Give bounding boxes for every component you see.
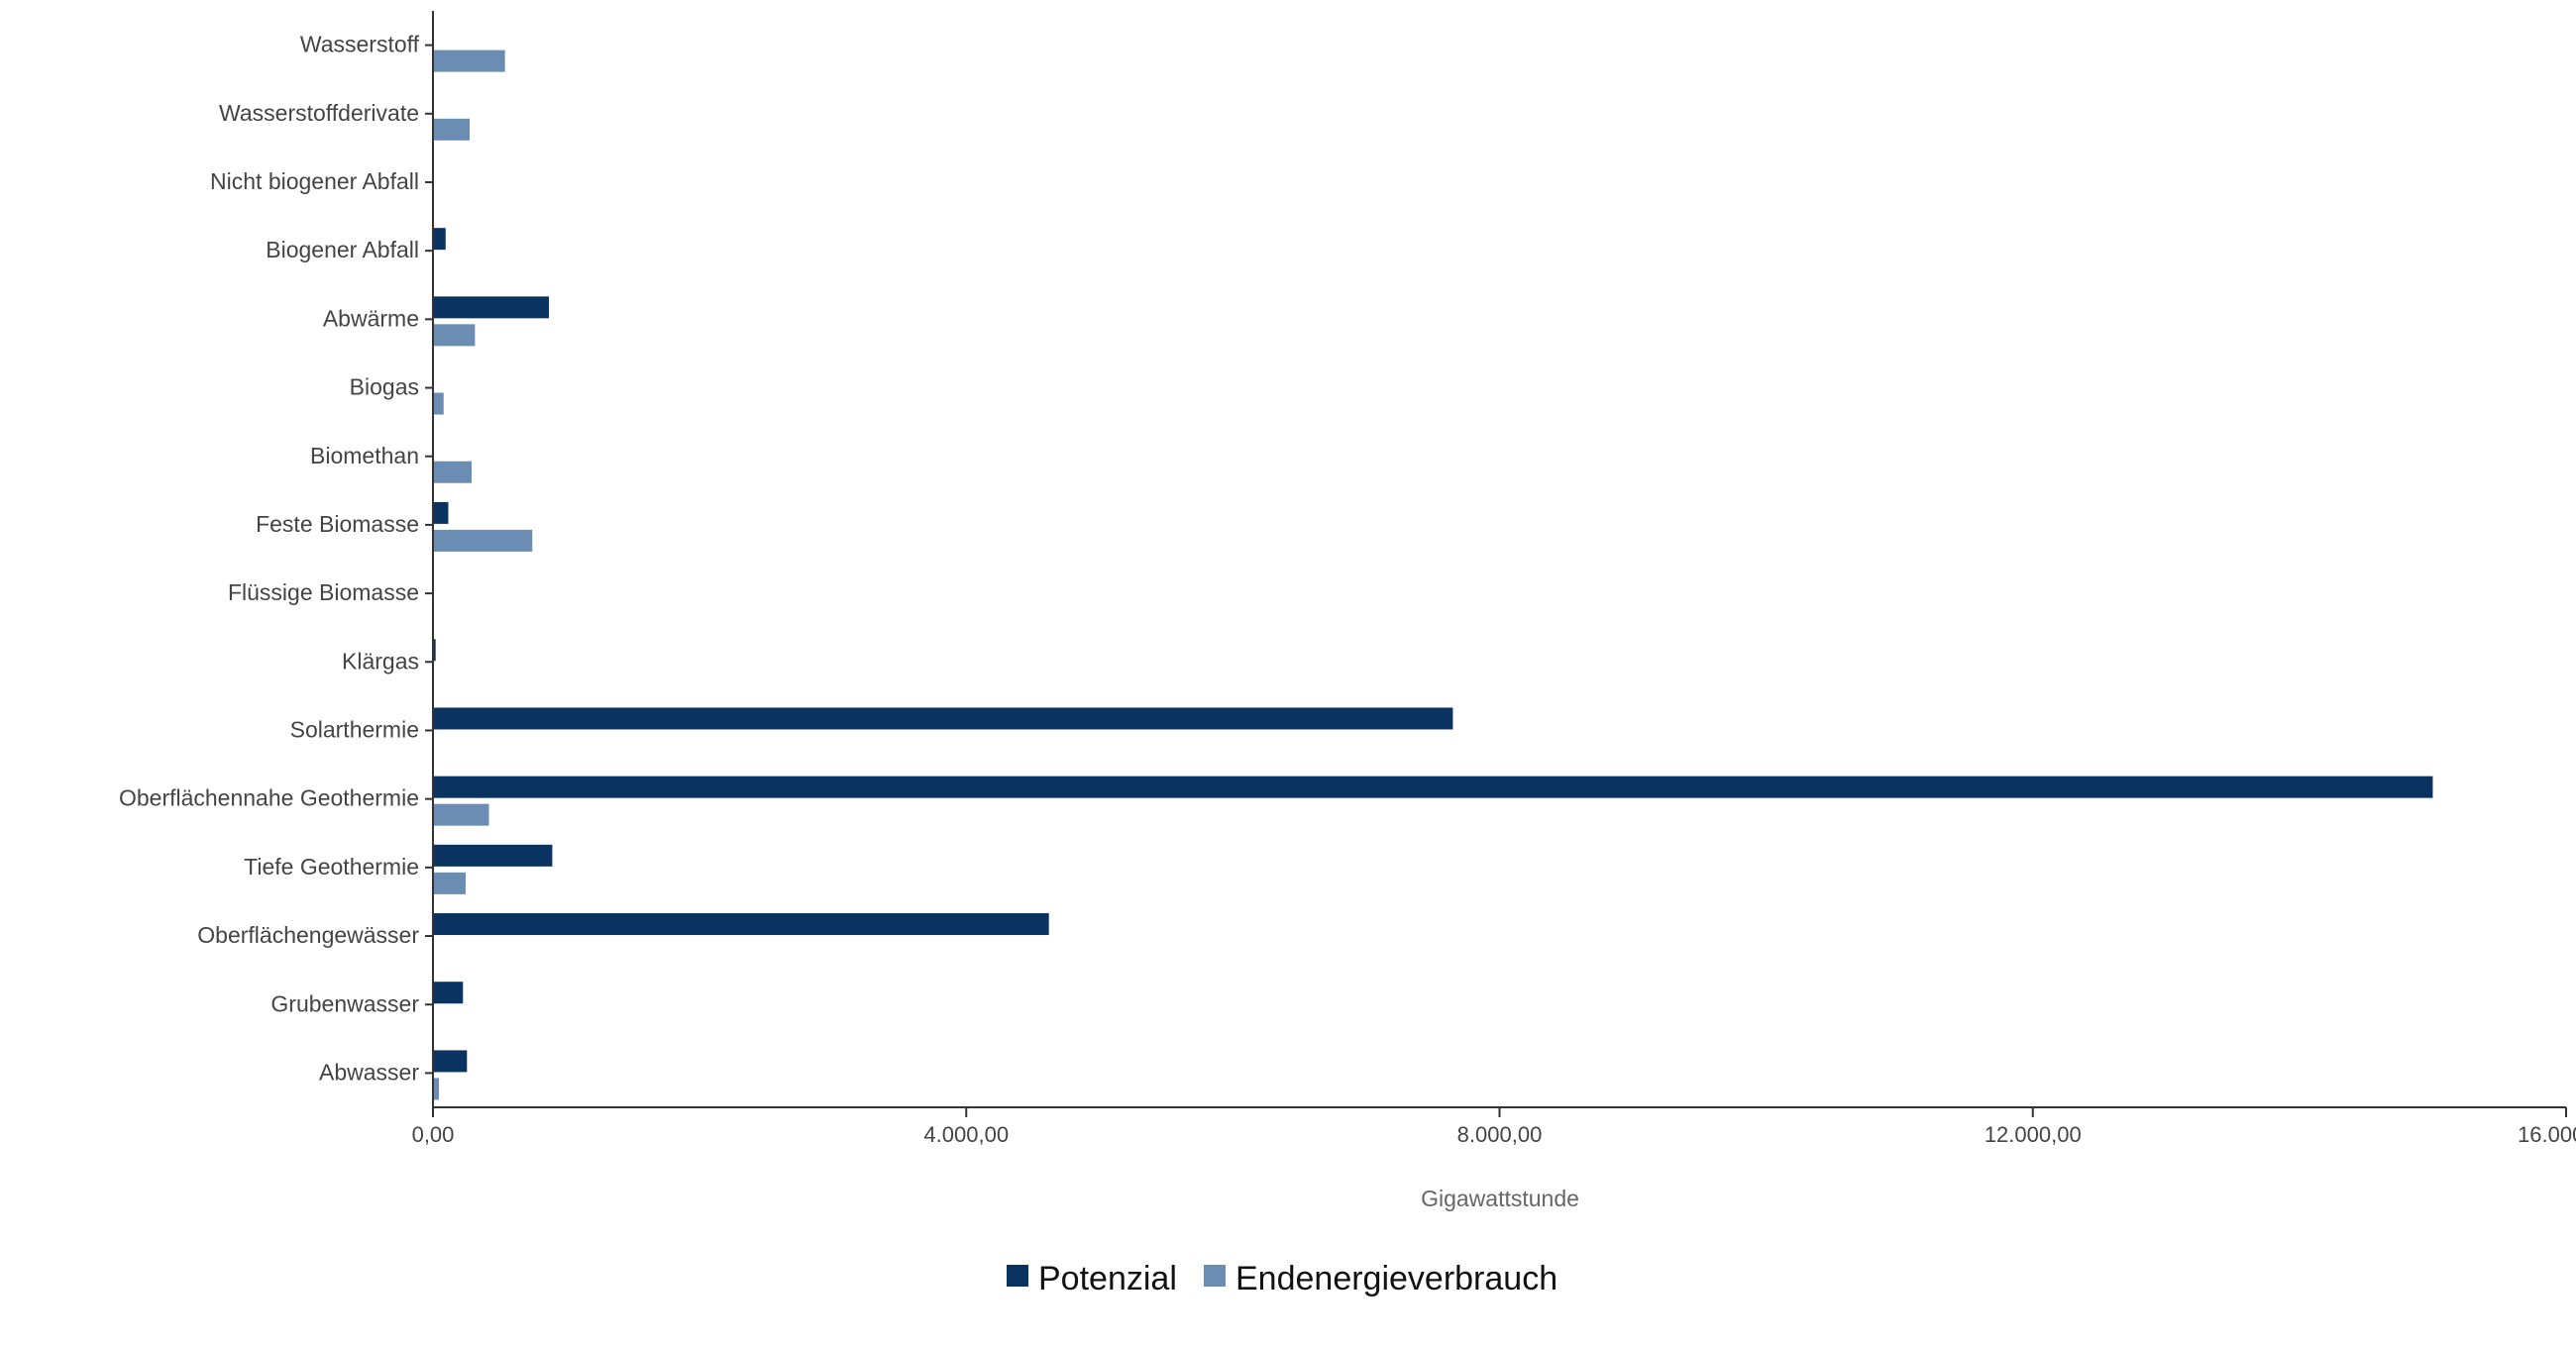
bar-potenzial-9 bbox=[433, 639, 436, 662]
y-tick-label: Wasserstoffderivate bbox=[219, 100, 419, 126]
y-tick-label: Nicht biogener Abfall bbox=[210, 168, 419, 194]
legend-label-endenergieverbrauch: Endenergieverbrauch bbox=[1235, 1260, 1557, 1297]
y-axis: Wasserstoff Wasserstoffderivate Nicht biog… bbox=[119, 11, 434, 1107]
bar-potenzial-12 bbox=[433, 844, 553, 867]
y-tick-label: Flüssige Biomasse bbox=[228, 579, 419, 605]
bar-potenzial-15 bbox=[433, 1050, 468, 1073]
y-tick-label: Wasserstoff bbox=[300, 32, 420, 57]
bar-potenzial-13 bbox=[433, 913, 1049, 936]
bar-endenergieverbrauch-5 bbox=[433, 392, 444, 415]
x-axis: 0,00 4.000,00 8.000,00 12.000,00 16.000,00 bbox=[412, 1106, 2576, 1147]
y-tick-label: Feste Biomasse bbox=[256, 511, 419, 537]
bar-endenergieverbrauch-1 bbox=[433, 118, 471, 141]
y-tick-label: Abwärme bbox=[323, 305, 419, 331]
y-tick-label: Abwasser bbox=[319, 1059, 419, 1085]
y-tick-label: Biomethan bbox=[310, 443, 419, 468]
bar-endenergieverbrauch-7 bbox=[433, 529, 533, 552]
bar-endenergieverbrauch-12 bbox=[433, 872, 466, 894]
x-tick-label: 16.000,00 bbox=[2518, 1122, 2576, 1147]
bar-potenzial-14 bbox=[433, 982, 464, 1004]
legend: Potenzial Endenergieverbrauch bbox=[1007, 1260, 1557, 1297]
x-tick-label: 0,00 bbox=[412, 1122, 455, 1147]
y-tick-label: Biogener Abfall bbox=[266, 237, 419, 262]
bar-endenergieverbrauch-4 bbox=[433, 324, 476, 347]
x-tick-label: 12.000,00 bbox=[1985, 1122, 2082, 1147]
bar-endenergieverbrauch-11 bbox=[433, 803, 489, 826]
bar-endenergieverbrauch-15 bbox=[433, 1078, 440, 1100]
bar-potenzial-7 bbox=[433, 501, 449, 524]
y-tick-label: Klärgas bbox=[342, 648, 419, 674]
y-tick-label: Grubenwasser bbox=[270, 990, 419, 1016]
y-tick-label: Biogas bbox=[350, 374, 419, 400]
x-tick-label: 8.000,00 bbox=[1457, 1122, 1543, 1147]
x-tick-label: 4.000,00 bbox=[923, 1122, 1009, 1147]
legend-label-potenzial: Potenzial bbox=[1038, 1260, 1177, 1297]
bar-potenzial-11 bbox=[433, 776, 2433, 798]
y-tick-label: Oberflächennahe Geothermie bbox=[119, 785, 419, 811]
y-tick-label: Solarthermie bbox=[290, 717, 419, 743]
legend-swatch-endenergieverbrauch bbox=[1204, 1265, 1226, 1287]
bar-endenergieverbrauch-0 bbox=[433, 50, 505, 72]
x-axis-title: Gigawattstunde bbox=[1421, 1186, 1579, 1211]
y-tick-label: Tiefe Geothermie bbox=[244, 854, 419, 880]
y-tick-label: Oberflächengewässer bbox=[197, 922, 419, 948]
bars-layer bbox=[433, 50, 2433, 1100]
legend-swatch-potenzial bbox=[1007, 1265, 1028, 1287]
bar-potenzial-3 bbox=[433, 228, 446, 251]
bar-potenzial-4 bbox=[433, 296, 550, 319]
bar-potenzial-10 bbox=[433, 707, 1453, 730]
bar-endenergieverbrauch-6 bbox=[433, 461, 473, 483]
